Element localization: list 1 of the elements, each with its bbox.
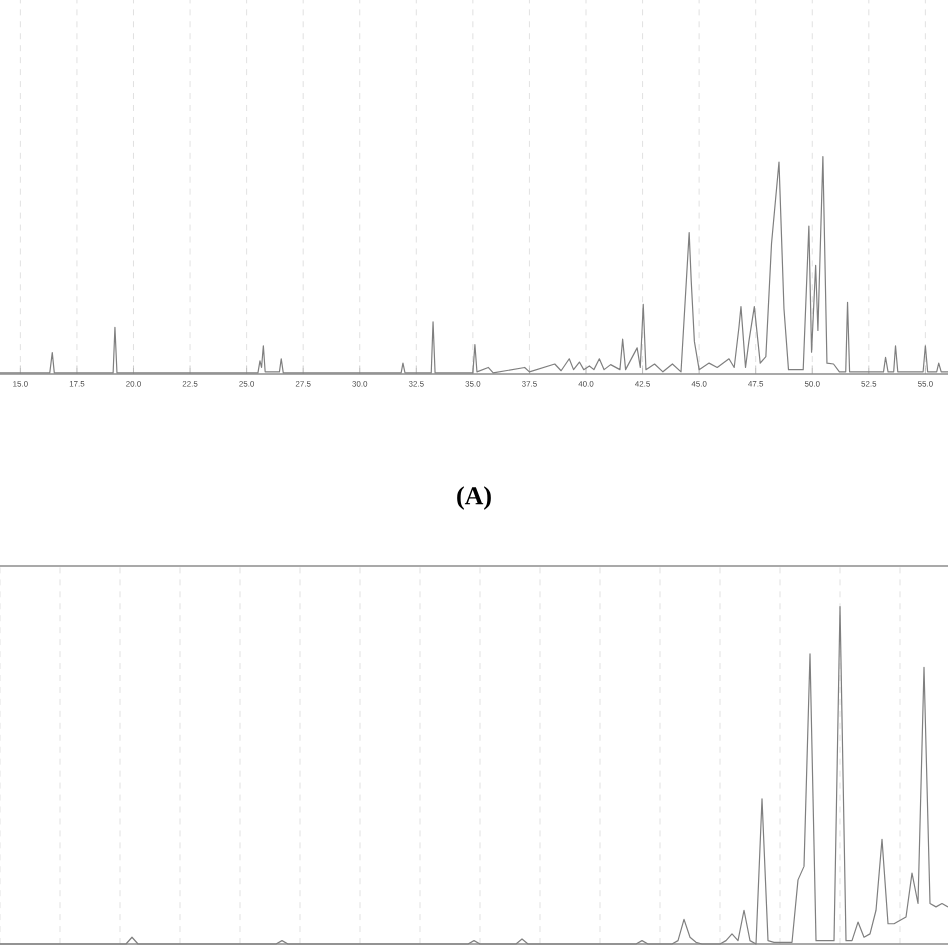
text: (A) (457, 486, 491, 510)
